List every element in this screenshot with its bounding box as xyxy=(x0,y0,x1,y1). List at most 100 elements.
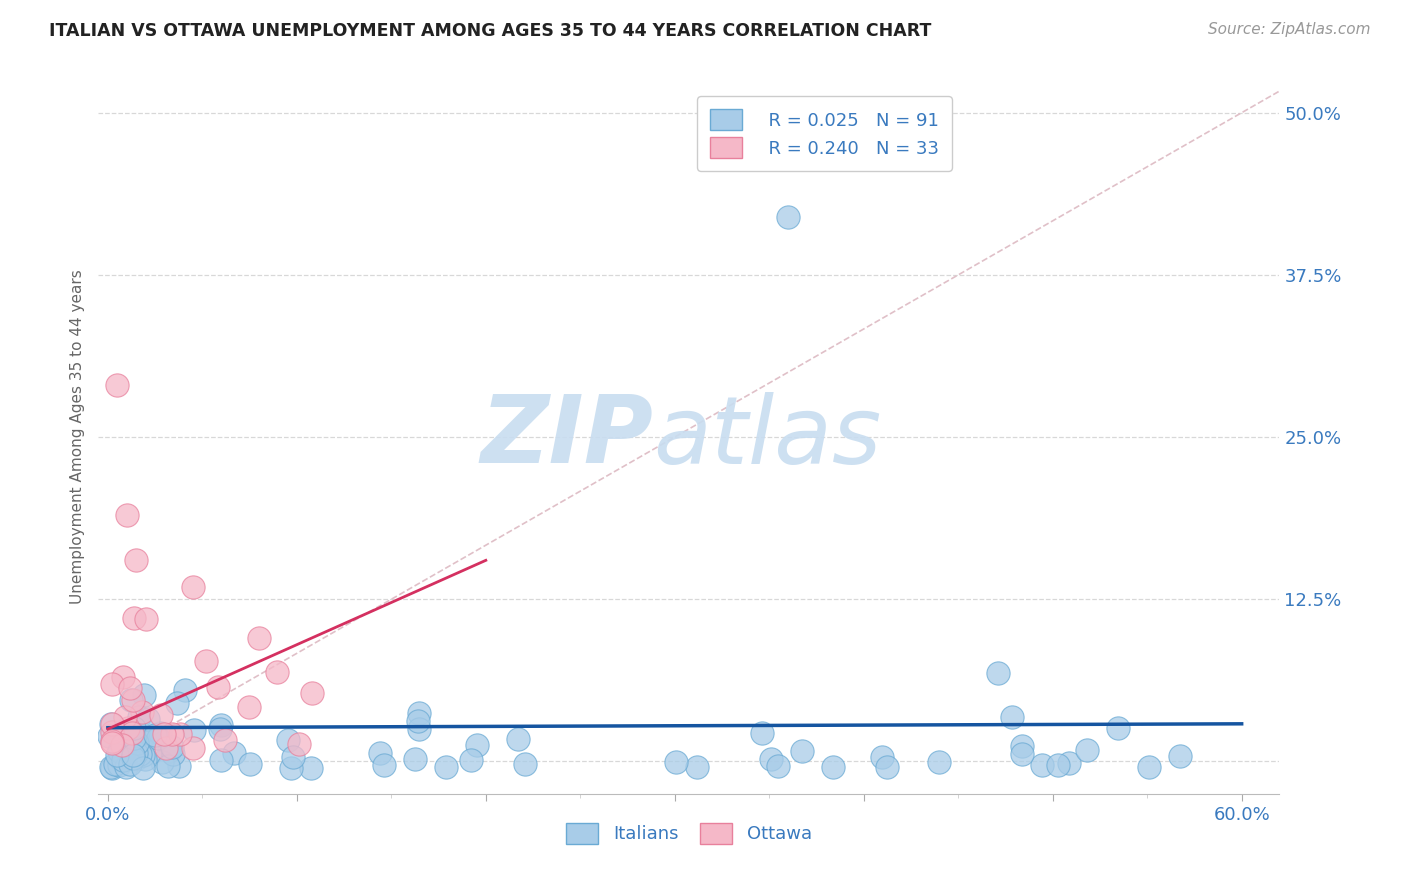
Point xyxy=(134,688,156,702)
Point xyxy=(134,752,156,766)
Point xyxy=(665,755,688,769)
Point xyxy=(157,743,180,757)
Text: atlas: atlas xyxy=(654,392,882,483)
Point xyxy=(1057,756,1080,770)
Text: Source: ZipAtlas.com: Source: ZipAtlas.com xyxy=(1208,22,1371,37)
Point xyxy=(1011,747,1033,761)
Point xyxy=(100,716,122,731)
Text: ZIP: ZIP xyxy=(481,391,654,483)
Point xyxy=(132,748,155,763)
Point xyxy=(135,612,157,626)
Point xyxy=(104,756,127,771)
Point xyxy=(155,741,177,756)
Point xyxy=(122,731,145,745)
Point xyxy=(434,760,457,774)
Point xyxy=(238,757,260,772)
Point xyxy=(145,727,167,741)
Point xyxy=(153,727,176,741)
Point xyxy=(169,758,191,772)
Point xyxy=(1107,721,1129,735)
Point xyxy=(122,748,145,763)
Point xyxy=(115,508,138,522)
Point xyxy=(107,744,129,758)
Point xyxy=(277,733,299,747)
Point xyxy=(100,736,122,750)
Point xyxy=(150,707,173,722)
Point xyxy=(114,709,136,723)
Point xyxy=(131,705,153,719)
Point xyxy=(122,693,145,707)
Point xyxy=(987,665,1010,680)
Point xyxy=(368,747,391,761)
Point xyxy=(183,723,205,738)
Point xyxy=(125,746,148,760)
Point xyxy=(408,722,430,736)
Point xyxy=(122,721,145,735)
Point xyxy=(111,738,134,752)
Point xyxy=(105,747,128,762)
Point xyxy=(195,655,218,669)
Point xyxy=(301,686,323,700)
Point xyxy=(778,210,800,224)
Point xyxy=(280,761,302,775)
Point xyxy=(207,680,229,694)
Point xyxy=(224,747,246,761)
Point xyxy=(118,734,141,748)
Point xyxy=(125,752,148,766)
Point xyxy=(876,760,898,774)
Point xyxy=(288,738,311,752)
Point xyxy=(1046,758,1069,772)
Point xyxy=(112,746,135,760)
Point xyxy=(118,757,141,772)
Point xyxy=(160,739,183,754)
Point xyxy=(141,745,163,759)
Point xyxy=(751,726,773,740)
Point xyxy=(928,755,950,769)
Point xyxy=(129,734,152,748)
Point xyxy=(1076,742,1098,756)
Point xyxy=(266,665,288,679)
Point xyxy=(110,751,132,765)
Point xyxy=(1001,710,1024,724)
Point xyxy=(114,760,136,774)
Point xyxy=(209,753,232,767)
Point xyxy=(208,722,231,736)
Point xyxy=(132,761,155,775)
Point xyxy=(166,696,188,710)
Text: ITALIAN VS OTTAWA UNEMPLOYMENT AMONG AGES 35 TO 44 YEARS CORRELATION CHART: ITALIAN VS OTTAWA UNEMPLOYMENT AMONG AGE… xyxy=(49,22,932,40)
Point xyxy=(129,739,152,754)
Point xyxy=(112,753,135,767)
Point xyxy=(112,670,135,684)
Point xyxy=(823,759,845,773)
Point xyxy=(1031,757,1053,772)
Point xyxy=(465,738,488,752)
Point xyxy=(792,743,814,757)
Point xyxy=(125,736,148,750)
Point xyxy=(162,727,184,741)
Point xyxy=(1011,739,1033,754)
Point xyxy=(513,757,536,772)
Point xyxy=(120,693,142,707)
Point xyxy=(156,759,179,773)
Point xyxy=(117,723,139,738)
Point xyxy=(173,682,195,697)
Point xyxy=(124,611,146,625)
Point xyxy=(125,553,148,567)
Point xyxy=(111,752,134,766)
Y-axis label: Unemployment Among Ages 35 to 44 years: Unemployment Among Ages 35 to 44 years xyxy=(69,269,84,605)
Point xyxy=(870,750,893,764)
Point xyxy=(105,378,128,392)
Point xyxy=(508,732,530,747)
Point xyxy=(100,761,122,775)
Point xyxy=(1170,749,1192,764)
Point xyxy=(98,729,121,743)
Point xyxy=(100,717,122,731)
Point xyxy=(100,724,122,739)
Point xyxy=(118,725,141,739)
Point xyxy=(108,757,131,772)
Point xyxy=(1137,760,1160,774)
Point xyxy=(100,733,122,747)
Point xyxy=(169,727,191,741)
Legend: Italians, Ottawa: Italians, Ottawa xyxy=(557,814,821,853)
Point xyxy=(768,759,790,773)
